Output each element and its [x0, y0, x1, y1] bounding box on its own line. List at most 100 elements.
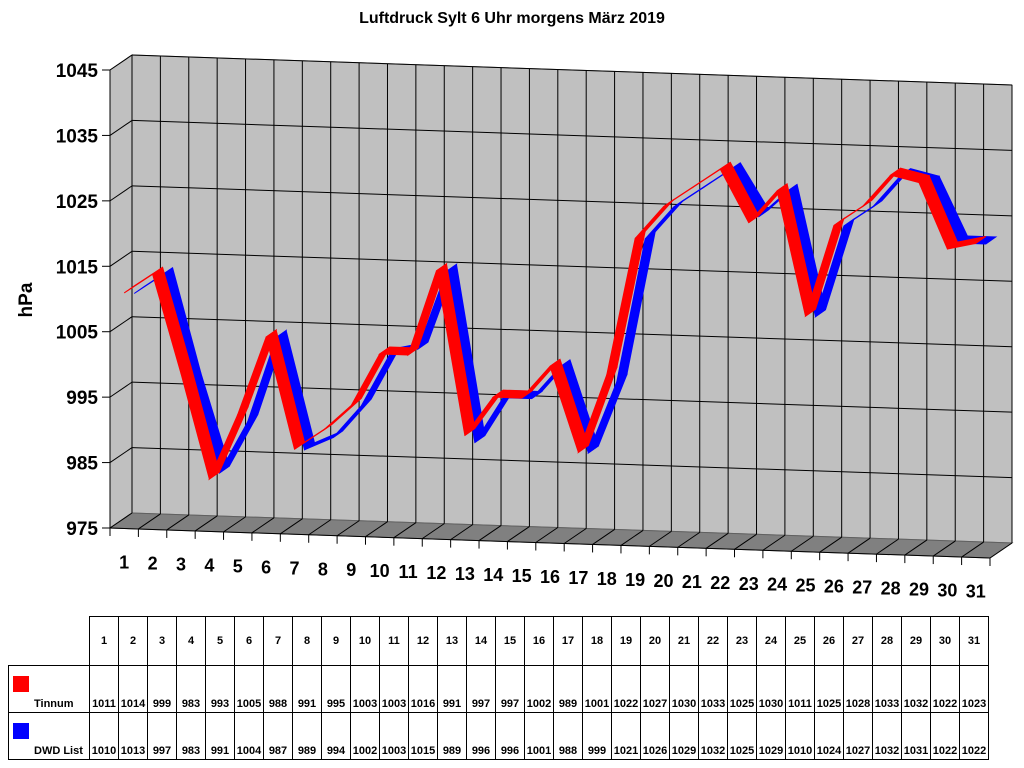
- table-cell: 1027: [640, 665, 670, 713]
- x-tick-label: 7: [290, 558, 300, 578]
- x-tick-label: 27: [852, 578, 872, 598]
- y-tick-label: 1035: [56, 126, 99, 147]
- x-tick-label: 3: [176, 554, 186, 574]
- table-cell: 983: [176, 665, 206, 713]
- chart-title: Luftdruck Sylt 6 Uhr morgens März 2019: [359, 10, 665, 27]
- x-tick-label: 14: [483, 565, 503, 585]
- table-header-cell: 31: [959, 616, 989, 666]
- table-cell: 1013: [118, 712, 148, 760]
- x-tick-label: 22: [710, 573, 730, 593]
- table-cell: 1005: [234, 665, 264, 713]
- side-wall: [109, 54, 133, 529]
- table-cell: 997: [147, 712, 177, 760]
- table-header-cell: 15: [495, 616, 525, 666]
- table-cell: 1001: [524, 712, 554, 760]
- x-tick-label: 12: [426, 563, 446, 583]
- y-tick-label: 985: [66, 454, 98, 475]
- table-cell: 1014: [118, 665, 148, 713]
- table-header-cell: 4: [176, 616, 206, 666]
- x-tick-label: 21: [682, 572, 702, 592]
- table-header-cell: 25: [785, 616, 815, 666]
- table-header-cell: 5: [205, 616, 235, 666]
- table-cell: 1011: [785, 665, 815, 713]
- table-header-cell: 11: [379, 616, 409, 666]
- table-cell: 991: [437, 665, 467, 713]
- table-cell: 991: [205, 712, 235, 760]
- table-cell: 1001: [582, 665, 612, 713]
- x-tick-label: 1: [119, 552, 129, 572]
- table-header-cell: 29: [901, 616, 931, 666]
- y-tick-label: 975: [66, 519, 98, 540]
- table-header-cell: 14: [466, 616, 496, 666]
- table-cell: 987: [263, 712, 293, 760]
- table-cell: 1026: [640, 712, 670, 760]
- y-tick-label: 1015: [56, 257, 99, 278]
- x-tick-label: 18: [597, 569, 617, 589]
- table-header-cell: 6: [234, 616, 264, 666]
- x-tick-label: 5: [233, 556, 243, 576]
- table-cell: 996: [495, 712, 525, 760]
- table-header-cell: 17: [553, 616, 583, 666]
- legend-label: Tinnum: [34, 698, 74, 710]
- table-cell: 996: [466, 712, 496, 760]
- y-tick-label: 1045: [56, 61, 99, 82]
- x-tick-label: 4: [204, 555, 214, 575]
- table-cell: 997: [495, 665, 525, 713]
- y-axis-label: hPa: [16, 282, 37, 317]
- table-cell: 989: [437, 712, 467, 760]
- x-tick-label: 9: [346, 560, 356, 580]
- table-cell: 997: [466, 665, 496, 713]
- y-tick-label: 995: [66, 388, 98, 409]
- legend-swatch-blue-icon: [13, 723, 29, 739]
- x-tick-label: 16: [540, 567, 560, 587]
- table-cell: 1011: [89, 665, 119, 713]
- table-cell: 1029: [756, 712, 786, 760]
- table-header-cell: 18: [582, 616, 612, 666]
- table-header-cell: 20: [640, 616, 670, 666]
- x-tick-label: 11: [399, 562, 418, 582]
- table-header-cell: 2: [118, 616, 148, 666]
- x-tick-label: 17: [568, 568, 588, 588]
- table-header-cell: 30: [930, 616, 960, 666]
- table-header-cell: 12: [408, 616, 438, 666]
- table-cell: 1031: [901, 712, 931, 760]
- x-tick-label: 13: [455, 564, 475, 584]
- table-cell: 1002: [524, 665, 554, 713]
- x-tick-label: 25: [795, 576, 815, 596]
- table-header-cell: 10: [350, 616, 380, 666]
- table-header-cell: 27: [843, 616, 873, 666]
- series-dwd-list-ribbon: [133, 162, 998, 474]
- table-row-dwd-list: DWD List 1010 1013 997 983 991 1004 987 989 994 1…: [8, 712, 989, 760]
- table-cell: 1029: [669, 712, 699, 760]
- x-tick-label: 10: [370, 561, 390, 581]
- table-cell: 993: [205, 665, 235, 713]
- table-cell: 1033: [872, 665, 902, 713]
- legend-label: DWD List: [34, 745, 83, 757]
- table-header-cell: 9: [321, 616, 351, 666]
- table-cell: 988: [553, 712, 583, 760]
- table-cell: 1030: [669, 665, 699, 713]
- table-cell: 1033: [698, 665, 728, 713]
- table-cell: 1022: [959, 712, 989, 760]
- table-cell: 1032: [901, 665, 931, 713]
- table-header-cell: 16: [524, 616, 554, 666]
- table-cell: 989: [292, 712, 322, 760]
- x-tick-label: 23: [739, 574, 759, 594]
- table-cell: 989: [553, 665, 583, 713]
- x-tick-label: 2: [148, 553, 158, 573]
- table-cell: 1002: [350, 712, 380, 760]
- table-header-row: 1 2 3 4 5 6 7 8 9 10 11 12 13 14 15 16 17 18 19 20 21 22 23 24 2…: [9, 616, 989, 666]
- x-tick-label: 6: [261, 557, 271, 577]
- table-header-cell: 8: [292, 616, 322, 666]
- x-tick-label: 28: [881, 579, 901, 599]
- table-header-cell: 28: [872, 616, 902, 666]
- table-cell: 1016: [408, 665, 438, 713]
- table-cell: 1032: [698, 712, 728, 760]
- table-header-cell: 1: [89, 616, 119, 666]
- x-tick-label: 20: [654, 571, 674, 591]
- table-cell: 1022: [930, 712, 960, 760]
- table-cell: 1028: [843, 665, 873, 713]
- table-cell: 1003: [350, 665, 380, 713]
- table-header-cell: 3: [147, 616, 177, 666]
